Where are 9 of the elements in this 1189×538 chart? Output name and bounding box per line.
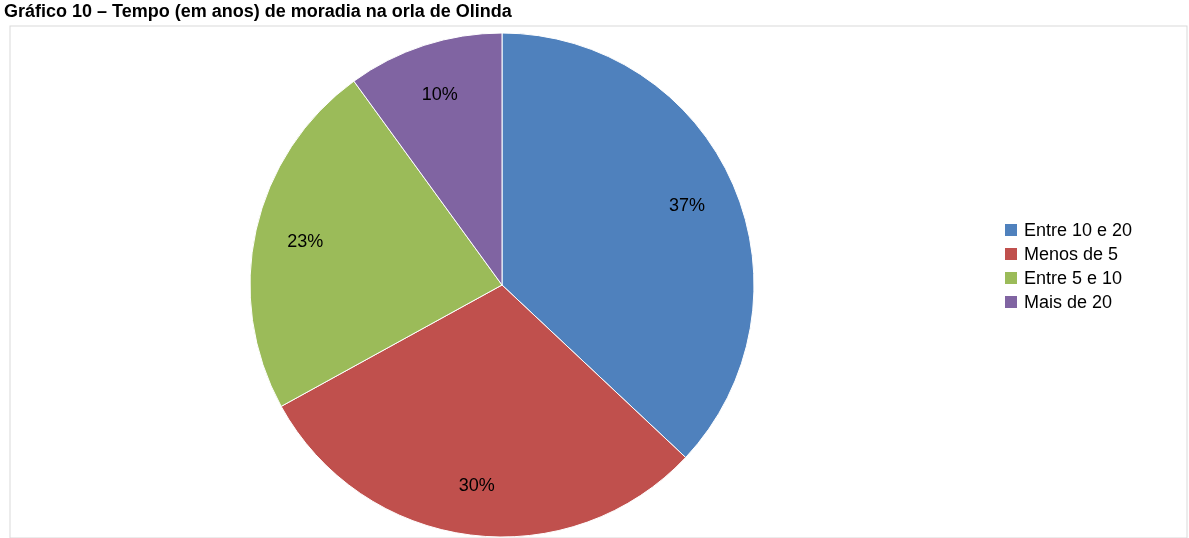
data-label: 10% <box>421 83 458 104</box>
chart-title: Gráfico 10 – Tempo (em anos) de moradia na orla de Olinda <box>4 1 513 21</box>
legend-label: Entre 10 e 20 <box>1024 220 1133 241</box>
legend-label: Menos de 5 <box>1024 244 1119 265</box>
data-label: 30% <box>458 475 495 496</box>
data-label: 23% <box>287 231 324 252</box>
legend-label: Entre 5 e 10 <box>1024 268 1123 289</box>
legend-label: Mais de 20 <box>1024 292 1113 313</box>
data-label: 37% <box>669 195 706 216</box>
